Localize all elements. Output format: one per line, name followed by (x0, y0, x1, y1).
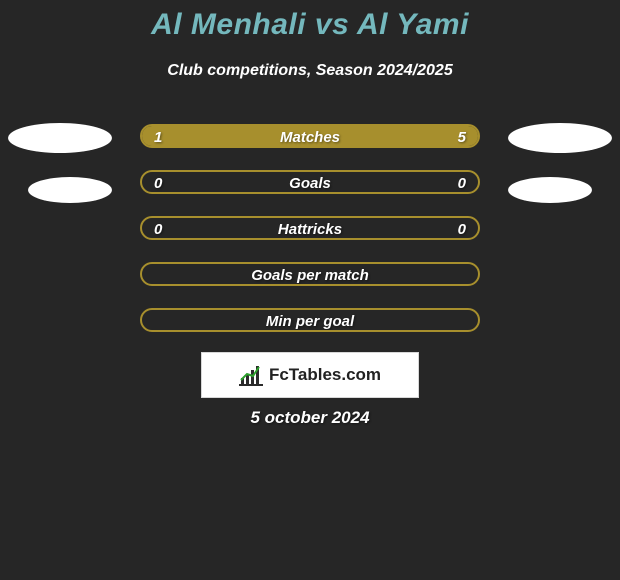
stat-label: Goals per match (142, 264, 478, 286)
brand-box[interactable]: FcTables.com (201, 352, 419, 398)
player-avatar-left-2 (28, 174, 112, 206)
stat-bar: 00Hattricks (140, 216, 480, 240)
player-avatar-right-2 (508, 174, 592, 206)
stat-bar: Goals per match (140, 262, 480, 286)
stat-bar: Min per goal (140, 308, 480, 332)
player-avatar-right (508, 118, 612, 158)
stat-label: Goals (142, 172, 478, 194)
avatar-shape (508, 177, 592, 203)
stat-bar: 00Goals (140, 170, 480, 194)
stat-label: Matches (142, 126, 478, 148)
stat-label: Hattricks (142, 218, 478, 240)
brand-text: FcTables.com (269, 365, 381, 385)
stat-bar: 15Matches (140, 124, 480, 148)
stat-label: Min per goal (142, 310, 478, 332)
page-subtitle: Club competitions, Season 2024/2025 (0, 62, 620, 80)
brand-chart-icon (239, 364, 263, 386)
avatar-shape (8, 123, 112, 153)
comparison-card: Al Menhali vs Al Yami Club competitions,… (0, 0, 620, 580)
stat-bars: 15Matches 00Goals 00Hattricks Goals per mat… (140, 124, 480, 354)
avatar-shape (28, 177, 112, 203)
date-label: 5 october 2024 (0, 408, 620, 428)
player-avatar-left (8, 118, 112, 158)
avatar-shape (508, 123, 612, 153)
page-title: Al Menhali vs Al Yami (0, 8, 620, 42)
